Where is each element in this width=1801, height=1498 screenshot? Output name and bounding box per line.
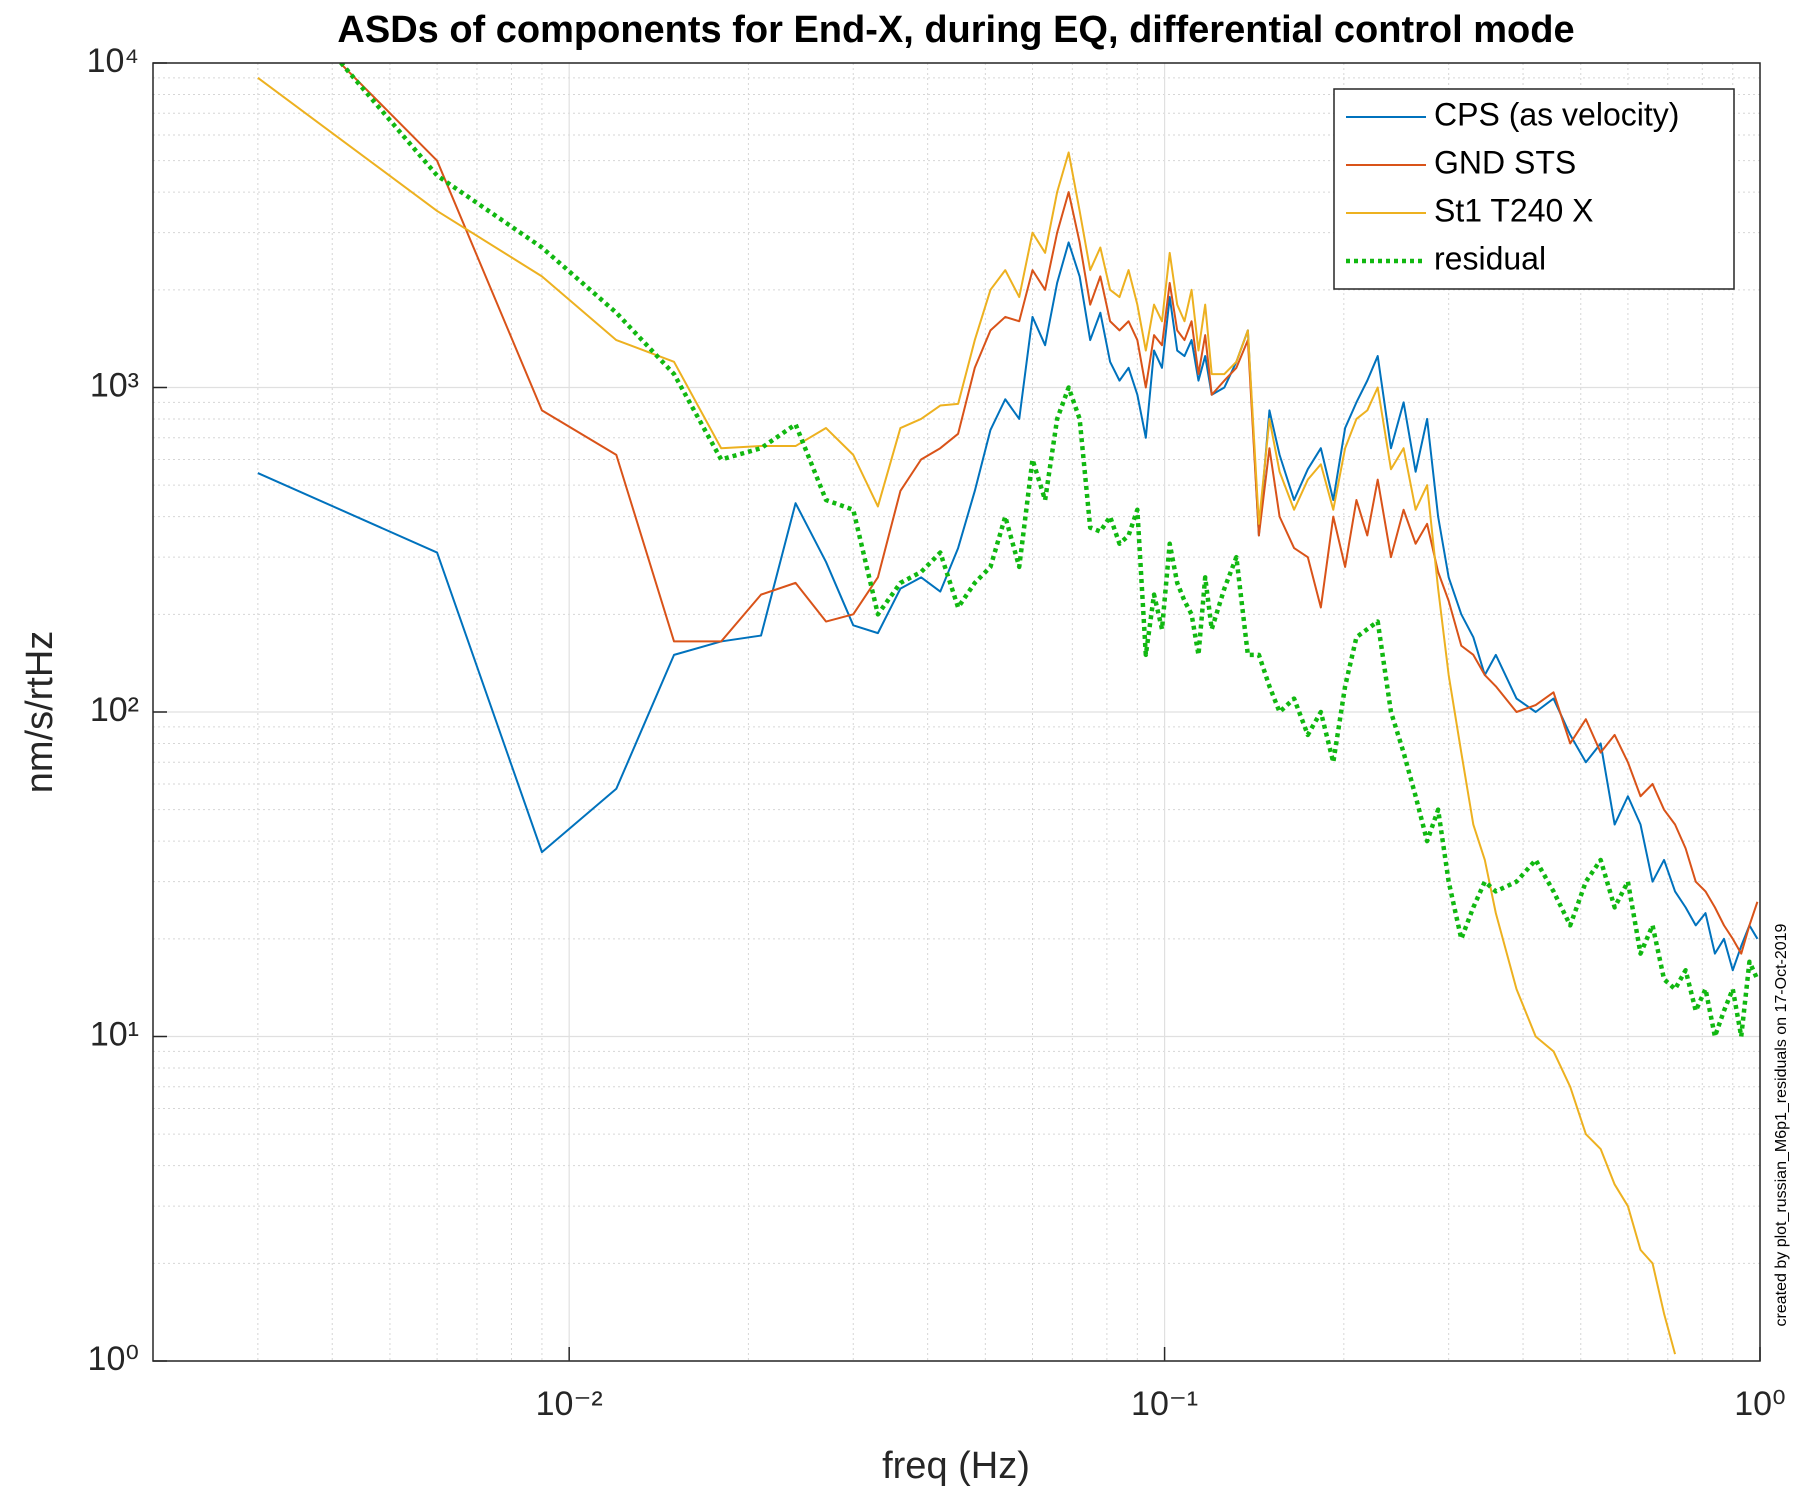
series-line: [338, 63, 1760, 1039]
legend-label: CPS (as velocity): [1434, 96, 1679, 132]
y-tick-label: 10³: [90, 366, 139, 404]
y-tick-label: 10²: [90, 691, 139, 729]
legend-label: residual: [1434, 240, 1546, 276]
x-tick-label: 10⁰: [1734, 1385, 1785, 1423]
y-tick-label: 10⁰: [88, 1340, 139, 1378]
legend: CPS (as velocity) GND STS St1 T240 X residu…: [1333, 88, 1735, 290]
y-axis-label: nm/s/rtHz: [19, 631, 61, 794]
annotation: created by plot_russian_M6p1_residuals o…: [1773, 923, 1790, 1326]
x-tick-label: 10⁻²: [536, 1385, 603, 1423]
y-tick-label: 10⁴: [87, 42, 139, 80]
legend-label: St1 T240 X: [1434, 192, 1594, 228]
plot-frame: [152, 62, 1761, 1362]
chart-title: ASDs of components for End-X, during EQ,…: [337, 9, 1574, 51]
y-tick-label: 10¹: [90, 1015, 139, 1053]
legend-box: [1333, 88, 1735, 290]
plot-lines: [257, 63, 1760, 1355]
x-axis-label: freq (Hz): [882, 1445, 1030, 1487]
legend-label: GND STS: [1434, 144, 1576, 180]
x-tick-label: 10⁻¹: [1131, 1385, 1198, 1423]
